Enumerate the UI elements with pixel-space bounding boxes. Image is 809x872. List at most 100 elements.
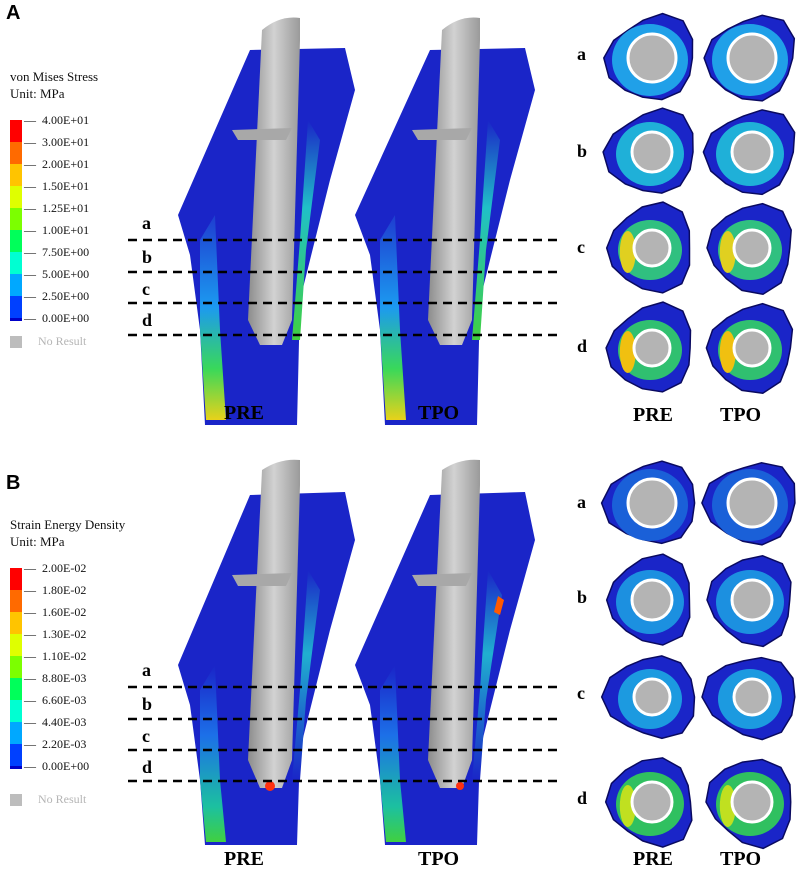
legend-swatch — [10, 274, 22, 296]
model-label-pre-b: PRE — [224, 848, 264, 870]
legend-swatch — [10, 722, 22, 744]
section-implant — [630, 780, 674, 824]
section-implant — [732, 677, 772, 717]
section-implant — [626, 477, 678, 529]
section-implant — [632, 677, 672, 717]
section-row-b-b: b — [577, 587, 588, 607]
legend-tick-value: 1.80E-02 — [42, 583, 87, 597]
section-hotspot — [719, 331, 736, 373]
model-label-tpo-b: TPO — [418, 848, 460, 870]
section-implant — [626, 32, 678, 84]
legend-swatch — [10, 612, 22, 634]
legend-colorbar-a — [10, 120, 22, 321]
section-col-pre-a: PRE — [633, 404, 673, 426]
legend-tick-label: —1.10E-02 — [24, 649, 87, 663]
section-col-pre-b: PRE — [633, 848, 673, 870]
legend-tick-label: —3.00E+01 — [24, 135, 90, 149]
legend-tick-label: —0.00E+00 — [24, 311, 90, 325]
legend-title-b-line1: Strain Energy Density — [10, 517, 126, 532]
legend-swatch — [10, 230, 22, 252]
section-col-tpo-b: TPO — [720, 848, 762, 870]
section-row-a-a: a — [577, 44, 586, 64]
section-implant — [732, 228, 772, 268]
legend-title-a-line2: Unit: MPa — [10, 86, 65, 101]
cross-section-pre — [605, 301, 692, 393]
legend-title-b: Strain Energy Density Unit: MPa — [10, 516, 125, 550]
legend-tick-label: —6.60E-03 — [24, 693, 87, 707]
legend-tick-label: —8.80E-03 — [24, 671, 87, 685]
legend-swatch — [10, 208, 22, 230]
model-label-pre-a: PRE — [224, 402, 264, 424]
legend-tick-value: 1.25E+01 — [42, 201, 90, 215]
legend-title-b-line2: Unit: MPa — [10, 534, 65, 549]
cut-label-b-b: b — [142, 694, 153, 714]
model-tpo-a — [355, 17, 535, 425]
section-implant — [730, 130, 774, 174]
section-implant — [730, 780, 774, 824]
cross-section-tpo — [703, 14, 796, 102]
no-result-swatch-b — [10, 794, 22, 806]
legend-tick-label: —1.30E-02 — [24, 627, 87, 641]
legend-tick-value: 1.60E-02 — [42, 605, 87, 619]
model-pre-b — [178, 459, 355, 845]
cross-section-pre — [604, 757, 693, 848]
cut-lines-a — [128, 238, 562, 337]
cut-label-b-a: a — [142, 660, 151, 680]
legend-tick-label: —2.00E+01 — [24, 157, 90, 171]
legend-tick-label: —5.00E+00 — [24, 267, 90, 281]
legend-tick-value: 1.50E+01 — [42, 179, 90, 193]
legend-tick-value: 2.50E+00 — [42, 289, 90, 303]
legend-swatch — [10, 186, 22, 208]
legend-tick-value: 8.80E-03 — [42, 671, 87, 685]
section-implant — [730, 578, 774, 622]
cross-section-pre — [605, 201, 691, 294]
legend-tick-value: 2.00E-02 — [42, 561, 87, 575]
legend-swatch — [10, 634, 22, 656]
legend-tick-value: 4.00E+01 — [42, 113, 90, 127]
section-implant — [632, 228, 672, 268]
section-implant — [630, 578, 674, 622]
legend-swatch — [10, 678, 22, 700]
legend-tick-label: —7.50E+00 — [24, 245, 90, 259]
cut-label-a-d: d — [142, 310, 153, 330]
section-row-b-d: d — [577, 788, 588, 808]
panel-letter-b: B — [6, 472, 21, 494]
section-implant — [732, 328, 772, 368]
legend-tick-label: —1.00E+01 — [24, 223, 90, 237]
legend-swatch — [10, 252, 22, 274]
legend-swatch — [10, 766, 22, 769]
cut-label-a-a: a — [142, 213, 151, 233]
legend-tick-label: —1.80E-02 — [24, 583, 87, 597]
cut-label-b-c: c — [142, 726, 150, 746]
no-result-label-b: No Result — [38, 792, 87, 806]
legend-tick-value: 7.50E+00 — [42, 245, 90, 259]
cross-section-tpo — [701, 462, 796, 546]
legend-tick-value: 0.00E+00 — [42, 759, 90, 773]
legend-tick-label: —2.20E-03 — [24, 737, 87, 751]
cross-section-tpo — [705, 302, 794, 394]
cut-lines-b — [128, 685, 562, 783]
section-implant — [632, 328, 672, 368]
legend-swatch — [10, 318, 22, 321]
cross-section-tpo — [701, 656, 796, 741]
legend-swatch — [10, 164, 22, 186]
section-implant — [630, 130, 674, 174]
section-hotspot — [619, 231, 636, 273]
legend-tick-label: —4.00E+01 — [24, 113, 90, 127]
section-implant — [726, 477, 778, 529]
legend-tick-value: 1.10E-02 — [42, 649, 87, 663]
legend-tick-label: —0.00E+00 — [24, 759, 90, 773]
cut-label-a-c: c — [142, 279, 150, 299]
legend-tick-value: 0.00E+00 — [42, 311, 90, 325]
cross-section-tpo — [706, 555, 792, 648]
cross-section-pre — [605, 553, 691, 646]
section-row-b-c: c — [577, 683, 585, 703]
model-label-tpo-a: TPO — [418, 402, 460, 424]
no-result-label-a: No Result — [38, 334, 87, 348]
cross-section-pre — [600, 460, 696, 545]
legend-tick-label: —1.60E-02 — [24, 605, 87, 619]
